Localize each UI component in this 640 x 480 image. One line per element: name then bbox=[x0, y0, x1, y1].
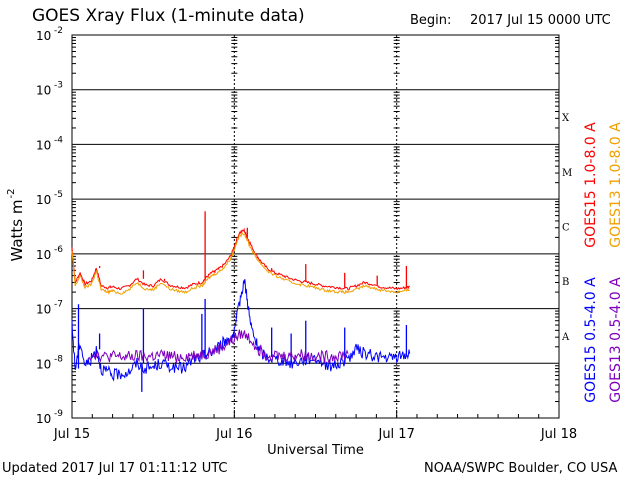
x-tick-label: Jul 18 bbox=[540, 427, 577, 442]
legend-entry: GOES13 0.5-4.0 A bbox=[608, 277, 624, 403]
footer-updated: Updated 2017 Jul 17 01:11:12 UTC bbox=[2, 461, 228, 476]
legend-entry: GOES15 1.0-8.0 A bbox=[583, 122, 599, 248]
y-tick-label: 10 -5 bbox=[36, 190, 63, 207]
y-tick-exponent: -4 bbox=[54, 135, 63, 145]
y-tick-label: 10 -7 bbox=[36, 300, 63, 317]
y-tick-label: 10 -3 bbox=[36, 81, 63, 98]
y-tick-base: 10 bbox=[36, 84, 51, 98]
flare-class-label: C bbox=[562, 223, 570, 234]
flare-class-label: B bbox=[562, 277, 569, 288]
y-tick-base: 10 bbox=[36, 303, 51, 317]
y-tick-exponent: -8 bbox=[54, 354, 63, 364]
y-axis-label-text: Watts m bbox=[8, 199, 26, 261]
flare-class-label: M bbox=[562, 168, 572, 179]
y-tick-exponent: -3 bbox=[54, 81, 63, 91]
legend-entry: GOES13 1.0-8.0 A bbox=[608, 122, 624, 248]
y-tick-label: 10 -9 bbox=[36, 409, 63, 426]
series-line bbox=[71, 279, 411, 382]
flare-class-label: A bbox=[561, 332, 570, 343]
legend-entry-text: GOES13 1.0-8.0 A bbox=[608, 122, 624, 248]
series-line bbox=[71, 227, 410, 291]
x-tick-label: Jul 15 bbox=[53, 427, 90, 442]
begin-value: 2017 Jul 15 0000 UTC bbox=[470, 13, 611, 28]
y-tick-exponent: -5 bbox=[54, 190, 63, 200]
y-tick-label: 10 -8 bbox=[36, 354, 63, 371]
legend-entry-text: GOES15 0.5-4.0 A bbox=[583, 277, 599, 403]
legend-entry-text: GOES13 0.5-4.0 A bbox=[608, 277, 624, 403]
begin-label: Begin: bbox=[410, 13, 452, 28]
flare-class-label: X bbox=[562, 113, 570, 124]
legend-entry: GOES15 0.5-4.0 A bbox=[583, 277, 599, 403]
y-tick-label: 10 -4 bbox=[36, 135, 63, 152]
y-tick-exponent: -6 bbox=[54, 245, 63, 255]
y-axis-label-exponent: -2 bbox=[6, 189, 17, 199]
y-tick-label: 10 -6 bbox=[36, 245, 63, 262]
y-tick-exponent: -9 bbox=[54, 409, 63, 419]
y-tick-base: 10 bbox=[36, 29, 51, 43]
y-tick-label: 10 -2 bbox=[36, 26, 63, 43]
y-tick-base: 10 bbox=[36, 248, 51, 262]
x-axis-label: Universal Time bbox=[267, 443, 364, 458]
footer-source: NOAA/SWPC Boulder, CO USA bbox=[424, 461, 618, 476]
y-tick-exponent: -2 bbox=[54, 26, 63, 36]
x-tick-label: Jul 16 bbox=[215, 427, 252, 442]
series-line bbox=[87, 329, 349, 364]
y-axis-label: Watts m-2 bbox=[6, 189, 26, 262]
legend-entry-text: GOES15 1.0-8.0 A bbox=[583, 122, 599, 248]
series-line bbox=[71, 232, 411, 295]
y-tick-base: 10 bbox=[36, 357, 51, 371]
y-tick-exponent: -7 bbox=[54, 300, 63, 310]
y-tick-base: 10 bbox=[36, 138, 51, 152]
y-tick-base: 10 bbox=[36, 193, 51, 207]
y-tick-base: 10 bbox=[36, 412, 51, 426]
x-tick-label: Jul 17 bbox=[377, 427, 414, 442]
chart-title: GOES Xray Flux (1-minute data) bbox=[32, 6, 305, 26]
